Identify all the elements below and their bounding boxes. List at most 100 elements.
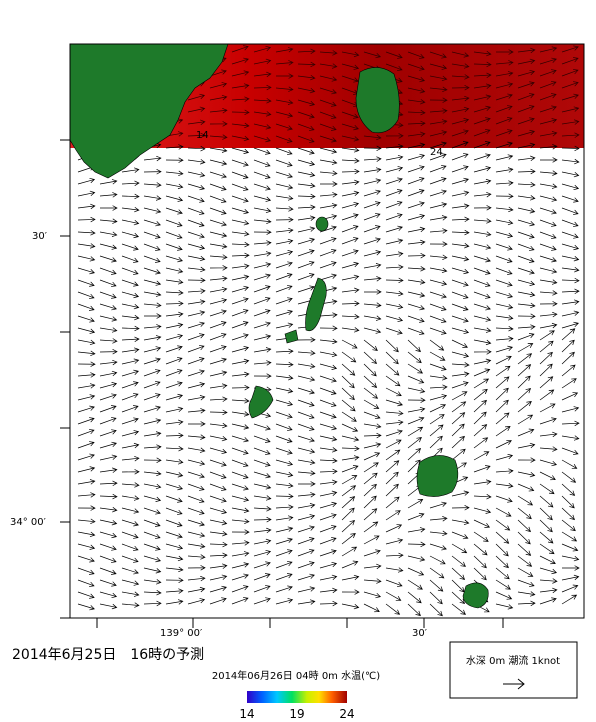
current-arrow [341,603,360,610]
current-arrow [187,207,205,215]
current-arrow [319,537,337,545]
current-arrow [451,129,469,137]
current-arrow [297,387,315,395]
current-arrow [253,516,272,523]
current-arrow [407,266,426,272]
niijima [305,277,327,332]
current-arrow [385,133,404,139]
current-arrow [253,71,272,78]
current-arrow [363,432,382,439]
current-arrow [341,225,359,233]
current-arrow [363,327,382,334]
current-arrow [429,591,443,605]
current-arrow [429,424,444,437]
current-arrow [121,495,140,501]
current-arrow [363,452,381,461]
current-arrow [517,195,536,201]
current-arrow [143,431,162,437]
current-arrow [209,585,228,593]
current-arrow [517,255,535,263]
current-arrow [209,345,227,353]
subtitle: 2014年06月26日 04時 0m 水温(℃) [212,669,380,682]
current-arrow [385,567,404,573]
current-arrow [143,155,162,162]
current-arrow [187,266,206,273]
current-arrow [363,472,378,485]
current-arrow [473,267,491,275]
current-arrow [121,358,140,365]
current-arrow [253,218,272,225]
current-arrow [319,111,337,119]
current-arrow [473,291,491,299]
current-arrow [517,93,535,101]
current-arrow [209,134,228,140]
current-arrow [297,423,315,431]
current-arrow [407,579,423,590]
current-arrow [429,228,448,234]
current-arrow [297,193,316,200]
current-arrow [363,483,377,497]
current-arrow [209,94,228,101]
current-arrow [561,351,575,365]
current-arrow [77,591,95,599]
current-arrow [121,405,139,413]
current-arrow [451,243,470,249]
current-arrow [77,417,95,425]
current-arrow [429,555,446,565]
current-arrow [451,351,470,358]
current-arrow [99,349,118,355]
current-arrow [297,249,315,257]
current-arrow [165,495,183,503]
current-arrow [451,95,470,102]
current-arrow [297,599,316,605]
current-arrow [275,60,294,66]
current-arrow [385,399,403,407]
current-arrow [319,135,337,143]
current-arrow [165,519,183,527]
current-arrow [561,299,580,305]
current-arrow [429,501,447,509]
current-arrow [319,87,337,95]
current-arrow [143,579,162,585]
current-arrow [165,577,184,583]
current-arrow [77,350,96,357]
current-arrow [143,279,162,286]
current-arrow [297,182,316,189]
current-arrow [341,519,356,533]
current-arrow [451,391,468,401]
current-arrow [143,470,162,477]
current-arrow [121,369,140,377]
current-arrow [341,435,360,442]
current-arrow [187,243,206,250]
current-arrow [253,111,272,117]
current-arrow [253,447,271,455]
current-arrow [253,360,272,366]
current-arrow [539,157,558,163]
current-arrow [363,495,377,509]
current-arrow [99,417,117,425]
current-arrow [319,399,337,407]
current-arrow [121,430,140,437]
current-arrow [517,414,534,425]
current-arrow [143,393,161,401]
current-arrow [253,549,272,557]
current-arrow [539,290,558,296]
current-arrow [495,206,514,213]
current-arrow [121,469,140,475]
current-arrow [77,441,95,449]
current-arrow [121,567,139,575]
current-arrow [209,219,227,227]
current-arrow [539,403,556,413]
current-arrow [561,435,580,441]
current-arrow [429,291,447,299]
current-arrow [165,219,183,227]
current-arrow [121,231,140,239]
current-arrow [253,471,271,479]
current-arrow [275,322,294,329]
current-arrow [209,507,228,515]
current-arrow [99,467,118,473]
current-arrow [539,330,555,341]
current-arrow [297,273,315,281]
current-arrow [517,579,535,587]
current-arrow [319,435,338,442]
